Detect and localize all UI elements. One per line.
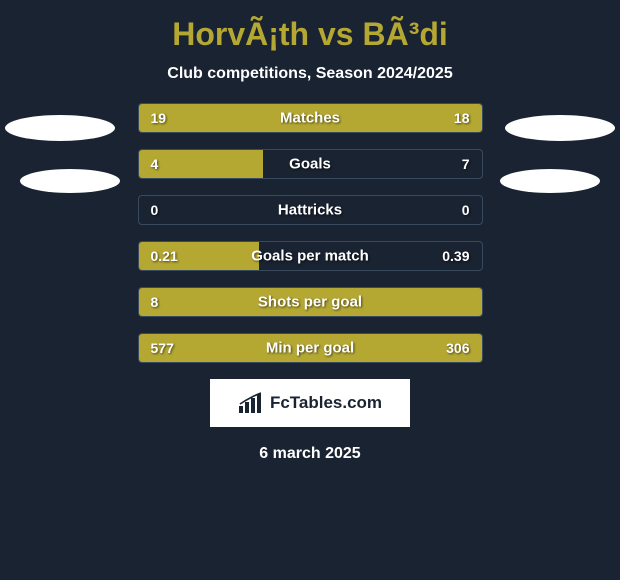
right-oval-1 bbox=[505, 115, 615, 141]
left-oval-2 bbox=[20, 169, 120, 193]
logo-text: FcTables.com bbox=[270, 393, 382, 413]
logo-box[interactable]: FcTables.com bbox=[210, 379, 410, 427]
stat-label: Shots per goal bbox=[258, 294, 362, 311]
stat-label: Goals per match bbox=[251, 248, 369, 265]
stat-row: 0 Hattricks 0 bbox=[138, 195, 483, 225]
left-oval-1 bbox=[5, 115, 115, 141]
stat-value-left: 4 bbox=[151, 156, 159, 172]
comparison-subtitle: Club competitions, Season 2024/2025 bbox=[0, 61, 620, 103]
stat-label: Matches bbox=[280, 110, 340, 127]
stats-area: 19 Matches 18 4 Goals 7 0 Hattricks 0 0.21 Goals p… bbox=[0, 103, 620, 363]
stat-value-left: 19 bbox=[151, 110, 167, 126]
stat-value-right: 0 bbox=[462, 202, 470, 218]
logo-chart-icon bbox=[238, 392, 264, 414]
comparison-card: HorvÃ¡th vs BÃ³di Club competitions, Sea… bbox=[0, 0, 620, 481]
right-oval-2 bbox=[500, 169, 600, 193]
stat-row: 4 Goals 7 bbox=[138, 149, 483, 179]
stat-value-left: 0 bbox=[151, 202, 159, 218]
stat-value-right: 0.39 bbox=[442, 248, 469, 264]
comparison-date: 6 march 2025 bbox=[0, 427, 620, 481]
stat-value-right: 18 bbox=[454, 110, 470, 126]
stat-value-right: 306 bbox=[446, 340, 469, 356]
stat-row: 8 Shots per goal bbox=[138, 287, 483, 317]
stat-row: 0.21 Goals per match 0.39 bbox=[138, 241, 483, 271]
stat-bars: 19 Matches 18 4 Goals 7 0 Hattricks 0 0.21 Goals p… bbox=[138, 103, 483, 363]
stat-row: 19 Matches 18 bbox=[138, 103, 483, 133]
stat-label: Min per goal bbox=[266, 340, 354, 357]
stat-label: Goals bbox=[289, 156, 331, 173]
comparison-title: HorvÃ¡th vs BÃ³di bbox=[0, 8, 620, 61]
stat-value-left: 577 bbox=[151, 340, 174, 356]
stat-value-left: 0.21 bbox=[151, 248, 178, 264]
stat-row: 577 Min per goal 306 bbox=[138, 333, 483, 363]
stat-label: Hattricks bbox=[278, 202, 342, 219]
stat-value-left: 8 bbox=[151, 294, 159, 310]
stat-value-right: 7 bbox=[462, 156, 470, 172]
